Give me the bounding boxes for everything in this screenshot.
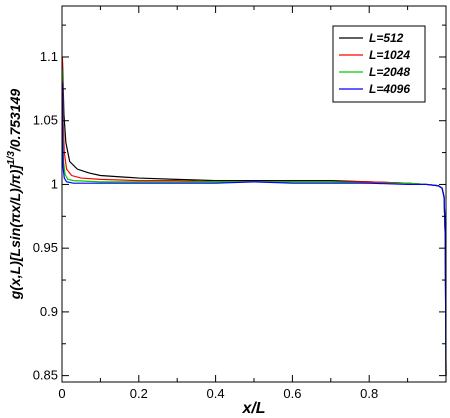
ticks-layer: 0 0.2 0.4 0.6 0.8 0.85 0.9 0.95 1 1.05 1.1 <box>33 6 446 401</box>
y-tick-label: 1.1 <box>40 49 58 64</box>
legend-label-4: L=4096 <box>369 82 410 96</box>
x-tick-label: 0.6 <box>283 386 301 401</box>
y-axis-title-suffix: /0.753149 <box>7 89 23 152</box>
y-tick-label: 0.85 <box>33 368 58 383</box>
x-tick-label: 0 <box>58 386 65 401</box>
y-tick-label: 1.05 <box>33 113 58 128</box>
legend: L=512 L=1024 L=2048 L=4096 <box>332 25 426 103</box>
y-tick-label: 0.9 <box>40 304 58 319</box>
y-tick-label: 1 <box>51 176 58 191</box>
y-axis-title-exponent: 1/3 <box>6 151 17 165</box>
x-tick-label: 0.4 <box>207 386 225 401</box>
y-tick-label: 0.95 <box>33 240 58 255</box>
legend-label-3: L=2048 <box>369 65 410 79</box>
x-tick-label: 0.2 <box>130 386 148 401</box>
y-axis-title-base: g(x,L)[Lsin(πx/L)/π)] <box>7 164 23 301</box>
x-tick-label: 0.8 <box>360 386 378 401</box>
legend-label-2: L=1024 <box>369 48 410 62</box>
y-axis-title: g(x,L)[Lsin(πx/L)/π)]1/3/0.753149 <box>6 89 23 301</box>
legend-label-1: L=512 <box>369 31 404 45</box>
x-axis-title: x/L <box>241 400 265 417</box>
series-layer <box>61 56 447 376</box>
series-line-4 <box>61 82 447 376</box>
